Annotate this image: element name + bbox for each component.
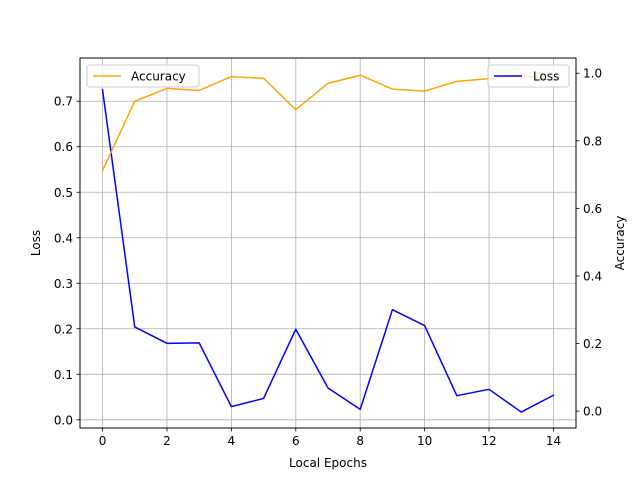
- y-left-tick-label: 0.7: [54, 95, 73, 109]
- y-right-tick-label: 0.8: [583, 134, 602, 148]
- y-axis-left-label: Loss: [29, 230, 43, 256]
- y-axis-left: 0.0 0.1 0.2 0.3 0.4 0.5 0.6 0.7: [54, 95, 80, 427]
- legend-accuracy-label: Accuracy: [131, 70, 186, 84]
- y-left-tick-label: 0.2: [54, 322, 73, 336]
- y-left-tick-label: 0.6: [54, 140, 73, 154]
- x-tick-label: 8: [356, 434, 364, 448]
- y-left-tick-label: 0.3: [54, 277, 73, 291]
- legend-loss: Loss: [487, 64, 570, 88]
- series-layer: [101, 74, 555, 413]
- series-line-accuracy: [101, 74, 555, 172]
- x-tick-label: 14: [546, 434, 561, 448]
- y-right-tick-label: 0.2: [583, 337, 602, 351]
- legend-loss-label: Loss: [533, 70, 559, 84]
- x-tick-label: 12: [481, 434, 496, 448]
- y-right-tick-label: 1.0: [583, 67, 602, 81]
- y-axis-right-label: Accuracy: [613, 216, 627, 271]
- x-tick-label: 6: [292, 434, 300, 448]
- x-tick-label: 4: [228, 434, 236, 448]
- y-right-tick-label: 0.0: [583, 405, 602, 419]
- y-right-tick-label: 0.4: [583, 269, 602, 283]
- x-axis-label: Local Epochs: [289, 456, 367, 470]
- y-left-tick-label: 0.5: [54, 186, 73, 200]
- y-left-tick-label: 0.0: [54, 413, 73, 427]
- y-right-tick-label: 0.6: [583, 202, 602, 216]
- legend-loss-box: [487, 64, 570, 88]
- x-tick-label: 2: [163, 434, 171, 448]
- y-axis-right: 0.0 0.2 0.4 0.6 0.8 1.0: [576, 67, 602, 419]
- series-line-loss: [101, 89, 555, 413]
- x-tick-label: 10: [417, 434, 432, 448]
- y-left-tick-label: 0.1: [54, 368, 73, 382]
- legend-accuracy: Accuracy: [86, 64, 200, 88]
- x-axis: 0 2 4 6 8 10 12 14: [99, 428, 561, 448]
- y-left-tick-label: 0.4: [54, 231, 73, 245]
- legend-accuracy-box: [86, 64, 200, 88]
- x-tick-label: 0: [99, 434, 107, 448]
- grid-lines: [80, 58, 576, 428]
- plot-frame: [79, 57, 577, 429]
